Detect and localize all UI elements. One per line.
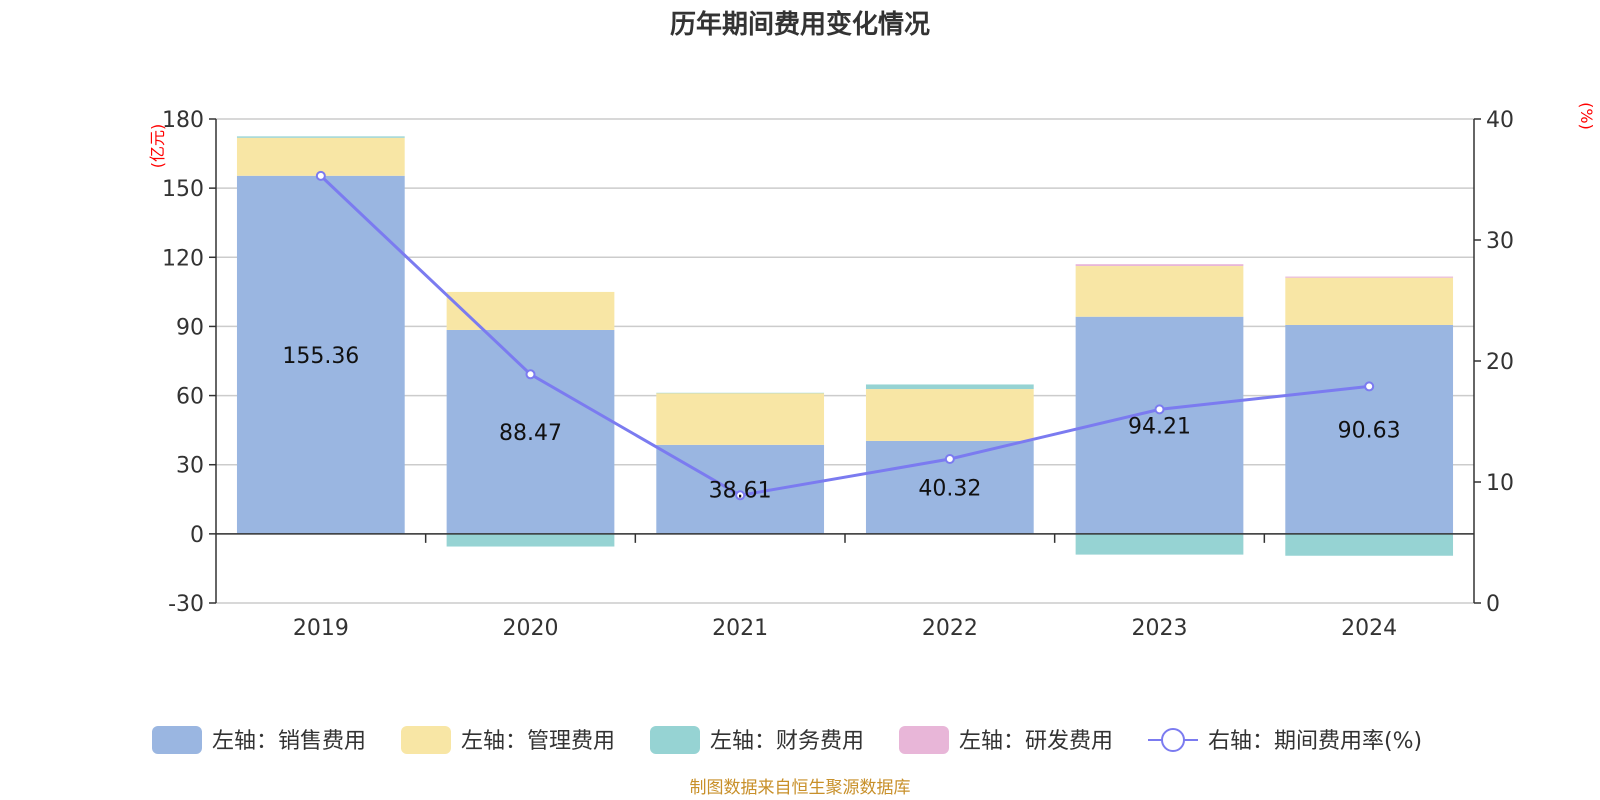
left-axis-tick-label: 60 bbox=[176, 385, 204, 410]
source-note: 制图数据来自恒生聚源数据库 bbox=[690, 778, 911, 798]
legend-swatch bbox=[650, 726, 700, 754]
x-axis-tick-label: 2021 bbox=[712, 616, 768, 641]
bar-segment bbox=[656, 393, 825, 445]
rate-point bbox=[525, 369, 536, 380]
left-axis-tick-label: 30 bbox=[176, 454, 204, 479]
right-axis-tick-label: 20 bbox=[1486, 350, 1514, 375]
bar-segment bbox=[446, 533, 615, 547]
bar-segment bbox=[1075, 316, 1244, 534]
legend-item[interactable]: 左轴：管理费用 bbox=[401, 726, 615, 754]
axes: -30 0 30 60 90 120 150 180 0 10 20 30 40 2019 2020 2021… bbox=[162, 108, 1514, 641]
legend-label: 左轴：管理费用 bbox=[461, 729, 615, 754]
bar-segment bbox=[236, 175, 405, 534]
legend-item[interactable]: 右轴：期间费用率(%) bbox=[1148, 728, 1422, 754]
data-label: 38.61 bbox=[709, 478, 772, 503]
bar-segment bbox=[446, 291, 615, 330]
bar-segment bbox=[236, 137, 405, 176]
bar-segment bbox=[1075, 533, 1244, 555]
x-axis-tick-label: 2020 bbox=[503, 616, 559, 641]
rate-line bbox=[319, 174, 1370, 497]
data-label: 94.21 bbox=[1128, 414, 1191, 439]
x-axis-tick-label: 2023 bbox=[1132, 616, 1188, 641]
bar-segment bbox=[865, 384, 1034, 390]
right-axis-tick-label: 30 bbox=[1486, 229, 1514, 254]
x-axis-tick-label: 2019 bbox=[293, 616, 349, 641]
rate-point bbox=[315, 170, 326, 181]
right-axis-tick-label: 0 bbox=[1486, 592, 1500, 617]
right-axis-tick-label: 40 bbox=[1486, 108, 1514, 133]
rate-point bbox=[735, 490, 746, 501]
legend-item[interactable]: 左轴：销售费用 bbox=[152, 726, 366, 754]
left-axis-tick-label: 120 bbox=[162, 246, 204, 271]
left-axis-tick-label: 150 bbox=[162, 177, 204, 202]
bar-segment bbox=[865, 389, 1034, 441]
bars bbox=[236, 136, 1454, 556]
legend-item[interactable]: 左轴：财务费用 bbox=[650, 726, 864, 754]
bar-segment bbox=[1075, 264, 1244, 267]
rate-line-layer bbox=[315, 170, 1375, 501]
rate-point bbox=[1154, 404, 1165, 415]
data-label: 40.32 bbox=[918, 476, 981, 501]
left-axis-tick-label: 0 bbox=[190, 523, 204, 548]
legend-swatch bbox=[899, 726, 949, 754]
legend-swatch bbox=[152, 726, 202, 754]
left-axis-unit: (亿元) bbox=[148, 124, 167, 169]
data-label: 90.63 bbox=[1338, 418, 1401, 443]
bar-segment bbox=[1075, 266, 1244, 317]
legend-label: 左轴：销售费用 bbox=[212, 729, 366, 754]
data-label: 88.47 bbox=[499, 421, 562, 446]
legend[interactable]: 左轴：销售费用 左轴：管理费用 左轴：财务费用 左轴：研发费用 右轴：期间费用率(%) bbox=[152, 726, 1422, 754]
legend-swatch bbox=[401, 726, 451, 754]
legend-label: 左轴：财务费用 bbox=[710, 729, 864, 754]
legend-label: 左轴：研发费用 bbox=[959, 729, 1113, 754]
legend-label: 右轴：期间费用率(%) bbox=[1208, 729, 1422, 754]
bar-segment bbox=[656, 444, 825, 534]
left-axis-tick-label: 180 bbox=[162, 108, 204, 133]
chart-title: 历年期间费用变化情况 bbox=[670, 9, 930, 40]
bar-segment bbox=[1285, 277, 1454, 325]
legend-item[interactable]: 左轴：研发费用 bbox=[899, 726, 1113, 754]
bar-segment bbox=[236, 136, 405, 138]
left-axis-tick-label: -30 bbox=[168, 592, 204, 617]
data-label: 155.36 bbox=[282, 344, 359, 369]
bar-segment bbox=[1285, 276, 1454, 278]
bar-segment bbox=[656, 392, 825, 394]
bar-segment bbox=[1285, 533, 1454, 556]
legend-marker bbox=[1161, 728, 1185, 752]
x-axis-tick-label: 2024 bbox=[1341, 616, 1397, 641]
right-axis-tick-label: 10 bbox=[1486, 471, 1514, 496]
left-axis-tick-label: 90 bbox=[176, 315, 204, 340]
bar-segment bbox=[1285, 324, 1454, 534]
right-axis-unit: (%) bbox=[1577, 102, 1596, 130]
bar-segment bbox=[446, 329, 615, 534]
data-labels: 155.36 88.47 38.61 40.32 94.21 90.63 bbox=[282, 344, 1400, 504]
rate-point bbox=[944, 454, 955, 465]
x-axis-tick-label: 2022 bbox=[922, 616, 978, 641]
rate-point bbox=[1364, 381, 1375, 392]
